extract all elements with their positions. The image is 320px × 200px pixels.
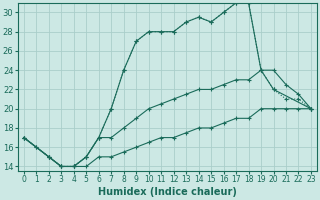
X-axis label: Humidex (Indice chaleur): Humidex (Indice chaleur): [98, 187, 237, 197]
